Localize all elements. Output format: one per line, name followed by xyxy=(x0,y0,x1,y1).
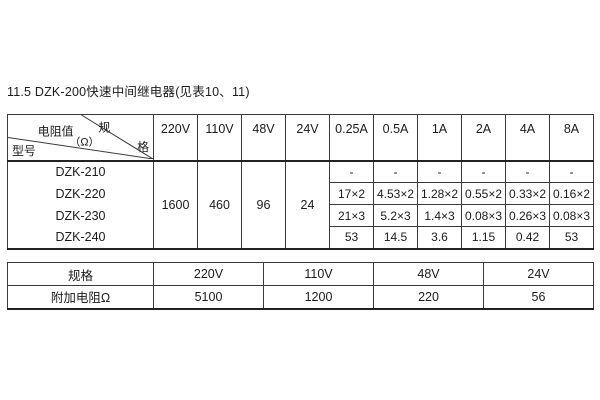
value-cell: 0.33×2 xyxy=(505,182,550,206)
column-header: 2A xyxy=(461,114,506,162)
header-row: 规 格 电阻值 （Ω） 型号 220V 110V 48V 24V 0.25A 0… xyxy=(7,114,594,162)
value-cell: 4.53×2 xyxy=(373,182,418,206)
spec-column-header: 48V xyxy=(373,262,484,286)
relay-resistance-table: 规 格 电阻值 （Ω） 型号 220V 110V 48V 24V 0.25A 0… xyxy=(7,114,594,250)
model-cell: DZK-240 xyxy=(7,226,154,249)
corner-middle-unit: （Ω） xyxy=(69,135,99,148)
value-cell: - xyxy=(549,159,594,184)
spec-value-cell: 56 xyxy=(483,285,594,309)
column-header: 220V xyxy=(153,114,198,162)
table-row: DZK-230 21×3 5.2×3 1.4×3 0.08×3 0.26×3 0… xyxy=(7,204,594,227)
value-cell: 17×2 xyxy=(329,182,374,206)
value-cell: 0.26×3 xyxy=(505,204,550,227)
diagonal-header-cell: 规 格 电阻值 （Ω） 型号 xyxy=(7,114,154,162)
corner-spec-char-top: 规 xyxy=(98,121,110,135)
merged-voltage-value: 460 xyxy=(197,160,242,250)
spec-value-cell: 1200 xyxy=(263,285,374,309)
spec-row-label: 附加电阻Ω xyxy=(7,285,154,309)
value-cell: - xyxy=(373,159,418,184)
diagonal-split-graphic: 规 格 电阻值 （Ω） 型号 xyxy=(8,115,153,159)
column-header: 8A xyxy=(549,114,594,162)
merged-voltage-value: 1600 xyxy=(153,160,198,250)
spec-column-header: 24V xyxy=(483,262,594,286)
column-header: 1A xyxy=(417,114,462,162)
column-header: 0.5A xyxy=(373,114,418,162)
spec-value-cell: 5100 xyxy=(153,285,264,309)
value-cell: - xyxy=(329,159,374,184)
merged-voltage-value: 24 xyxy=(285,160,330,250)
value-cell: 1.15 xyxy=(461,225,506,250)
value-cell: 5.2×3 xyxy=(373,204,418,227)
column-header: 110V xyxy=(197,114,242,162)
value-cell: 0.55×2 xyxy=(461,182,506,206)
model-cell: DZK-230 xyxy=(7,204,154,227)
merged-voltage-value: 96 xyxy=(241,160,286,250)
table-row: DZK-240 53 14.5 3.6 1.15 0.42 53 xyxy=(7,225,594,250)
table-row: DZK-210 1600 460 96 24 - - - - - - xyxy=(7,159,594,250)
value-cell: 3.6 xyxy=(417,225,462,250)
additional-resistance-table: 规格 220V 110V 48V 24V 附加电阻Ω 5100 1200 220… xyxy=(7,262,594,310)
spec-value-row: 附加电阻Ω 5100 1200 220 56 xyxy=(7,285,594,309)
column-header: 4A xyxy=(505,114,550,162)
value-cell: 1.28×2 xyxy=(417,182,462,206)
corner-middle-label: 电阻值 xyxy=(38,125,74,139)
corner-spec-char-bottom: 格 xyxy=(137,140,149,154)
column-header: 0.25A xyxy=(329,114,374,162)
value-cell: 1.4×3 xyxy=(417,204,462,227)
value-cell: 0.08×3 xyxy=(549,204,594,227)
value-cell: - xyxy=(417,159,462,184)
value-cell: 0.16×2 xyxy=(549,182,594,206)
value-cell: - xyxy=(461,159,506,184)
model-cell: DZK-210 xyxy=(7,160,154,183)
page-title: 11.5 DZK-200快速中间继电器(见表10、11) xyxy=(7,85,250,99)
spec-header-row: 规格 220V 110V 48V 24V xyxy=(7,262,594,286)
value-cell: 53 xyxy=(329,225,374,250)
model-cell: DZK-220 xyxy=(7,182,154,205)
column-header: 48V xyxy=(241,114,286,162)
value-cell: - xyxy=(505,159,550,184)
diagonal-line-upper xyxy=(81,115,153,159)
spec-column-header: 220V xyxy=(153,262,264,286)
table-row: DZK-220 17×2 4.53×2 1.28×2 0.55×2 0.33×2… xyxy=(7,182,594,206)
value-cell: 0.42 xyxy=(505,225,550,250)
spec-header-label: 规格 xyxy=(7,262,154,286)
value-cell: 14.5 xyxy=(373,225,418,250)
spec-column-header: 110V xyxy=(263,262,374,286)
corner-bottom-label: 型号 xyxy=(12,144,36,158)
value-cell: 21×3 xyxy=(329,204,374,227)
column-header: 24V xyxy=(285,114,330,162)
value-cell: 53 xyxy=(549,225,594,250)
spec-value-cell: 220 xyxy=(373,285,484,309)
diagonal-line-lower xyxy=(8,137,153,159)
value-cell: 0.08×3 xyxy=(461,204,506,227)
